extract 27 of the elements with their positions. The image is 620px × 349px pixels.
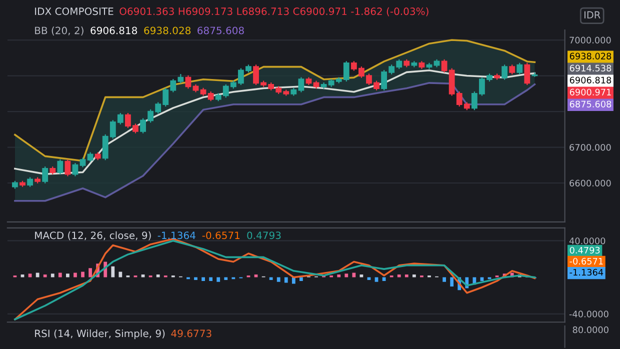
y-tick-label: 6600.000 bbox=[570, 180, 611, 187]
text: 6900.971 bbox=[570, 88, 611, 96]
y-tick-label: -40.0000 bbox=[569, 310, 608, 318]
annotation: -0.6571 bbox=[202, 232, 240, 240]
annotation: 0.4793 bbox=[247, 232, 281, 240]
text: 0.4793 bbox=[570, 246, 600, 254]
text: 6914.538 bbox=[570, 64, 612, 72]
annotation: BB (20, 2) bbox=[35, 26, 84, 36]
text: RSI (14, Wilder, Simple, 9) bbox=[35, 329, 165, 340]
chart-subtitle: O6901.363 H6909.173 L6896.713 C6900.971 -1.862 (-0.03%) bbox=[120, 7, 428, 16]
chart-title: IDX COMPOSITE bbox=[35, 8, 114, 16]
y-tick-label: 7000.000 bbox=[570, 36, 611, 44]
annotation: 6875.608 bbox=[198, 26, 244, 34]
text: 80.0000 bbox=[572, 326, 608, 334]
y-axis-title: IDR bbox=[584, 11, 600, 18]
text: 49.6773 bbox=[171, 330, 212, 338]
annotation: 6938.028 bbox=[144, 26, 191, 34]
text: -0.6571 bbox=[570, 258, 603, 265]
chart-title: MACD (12, 26, close, 9) bbox=[35, 231, 151, 240]
text: -1.1364 bbox=[570, 268, 604, 276]
text: 6875.608 bbox=[570, 100, 612, 108]
text: 6906.818 bbox=[570, 76, 612, 84]
text: 6938.028 bbox=[570, 52, 612, 60]
annotation: 6906.818 bbox=[90, 26, 138, 34]
annotation: -1.1364 bbox=[158, 232, 196, 240]
y-tick-label: 6700.000 bbox=[570, 144, 611, 151]
y-tick-label: 40.0000 bbox=[569, 237, 606, 244]
